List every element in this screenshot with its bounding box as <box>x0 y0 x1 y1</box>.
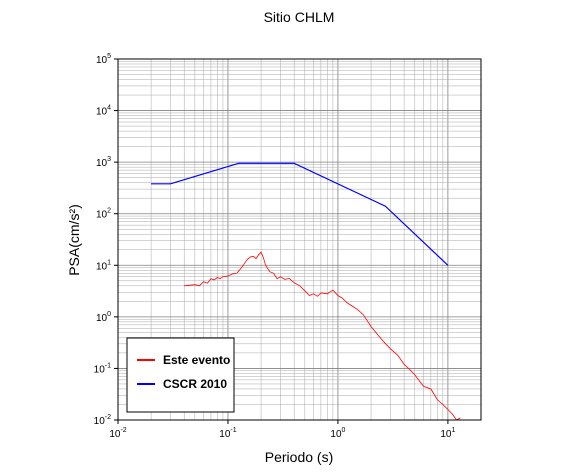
x-axis-ticks: 10-2 10-1 100 101 <box>109 420 456 440</box>
chart-title: Sitio CHLM <box>264 9 335 25</box>
legend-box <box>126 337 235 413</box>
y-tick-label: 104 <box>96 105 111 118</box>
x-tick-label: 101 <box>440 427 455 440</box>
y-tick-label: 10-2 <box>94 414 111 427</box>
series-line-1 <box>151 162 449 266</box>
y-tick-label: 102 <box>96 208 111 221</box>
series-group <box>151 162 461 421</box>
x-tick-label: 10-2 <box>109 427 126 440</box>
legend-label-cscr-2010: CSCR 2010 <box>163 377 227 391</box>
y-tick-label: 101 <box>96 259 111 272</box>
x-tick-label: 10-1 <box>219 427 236 440</box>
plot-frame <box>117 58 482 421</box>
grid-lines <box>117 58 482 421</box>
x-axis-title: Periodo (s) <box>265 449 333 465</box>
legend-label-este-evento: Este evento <box>163 353 230 367</box>
series-line-0 <box>184 251 461 421</box>
y-axis-ticks: 10-2 10-1 100 101 102 103 104 105 <box>94 53 118 427</box>
y-axis-title: PSA(cm/s²) <box>66 204 82 276</box>
x-tick-label: 100 <box>330 427 345 440</box>
y-tick-label: 103 <box>96 156 111 169</box>
y-tick-label: 105 <box>96 53 111 66</box>
y-tick-label: 10-1 <box>94 362 111 375</box>
legend: Este evento CSCR 2010 <box>126 337 235 413</box>
y-tick-label: 100 <box>96 311 111 324</box>
